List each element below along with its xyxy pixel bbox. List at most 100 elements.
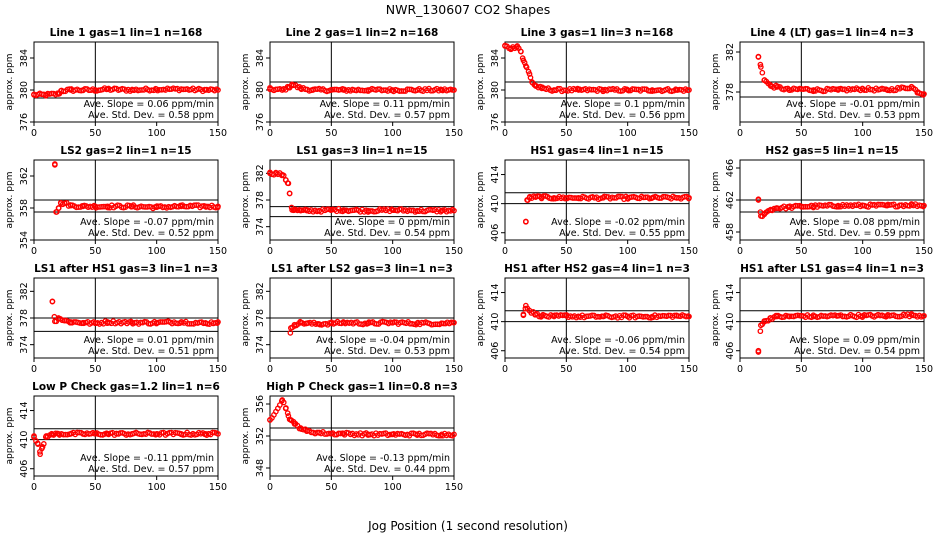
data-point bbox=[755, 196, 762, 203]
chart-panel-8: HS2 gas=5 lin=1 n=15 0 50 100 150 458 462 466 ap… bbox=[711, 145, 933, 257]
data-point bbox=[449, 87, 456, 93]
data-point bbox=[685, 195, 692, 202]
y-axis-label: approx. ppm bbox=[5, 408, 15, 465]
panels: Line 1 gas=1 lin=1 n=168 0 50 100 150 376 380 3… bbox=[5, 27, 933, 493]
x-tick-label: 100 bbox=[854, 364, 872, 375]
y-tick-label: 406 bbox=[490, 342, 501, 360]
slope-stat: Ave. Slope = 0.1 ppm/min bbox=[561, 99, 685, 110]
y-tick-label: 362 bbox=[19, 167, 30, 185]
y-tick-label: 382 bbox=[255, 164, 266, 182]
data-point bbox=[213, 86, 220, 93]
x-tick-label: 50 bbox=[560, 128, 572, 139]
x-tick-label: 50 bbox=[795, 128, 807, 139]
x-tick-label: 150 bbox=[680, 364, 698, 375]
data-point bbox=[193, 202, 200, 208]
y-tick-label: 356 bbox=[255, 395, 266, 413]
y-tick-label: 406 bbox=[725, 342, 736, 360]
data-point bbox=[523, 218, 529, 225]
x-tick-label: 0 bbox=[737, 246, 743, 257]
y-tick-label: 380 bbox=[19, 81, 30, 99]
x-tick-label: 150 bbox=[680, 246, 698, 257]
chart-panel-7: HS1 gas=4 lin=1 n=15 0 50 100 150 406 410 414 ap… bbox=[476, 145, 698, 257]
y-axis-label: approx. ppm bbox=[476, 54, 486, 111]
y-axis-label: approx. ppm bbox=[711, 54, 721, 111]
y-axis-label: approx. ppm bbox=[5, 54, 15, 111]
chart-panel-13: Low P Check gas=1.2 lin=1 n=6 0 50 100 150 40… bbox=[5, 381, 227, 493]
x-tick-label: 50 bbox=[560, 246, 572, 257]
data-point bbox=[448, 319, 455, 326]
chart-panel-6: LS1 gas=3 lin=1 n=15 0 50 100 150 374 378 382 ap… bbox=[241, 145, 463, 257]
x-tick-label: 0 bbox=[502, 246, 508, 257]
x-tick-label: 150 bbox=[209, 364, 227, 375]
chart-panel-10: LS1 after LS2 gas=3 lin=1 n=3 0 50 100 150 37… bbox=[241, 263, 463, 375]
y-tick-label: 376 bbox=[490, 113, 501, 131]
panel-title: HS2 gas=5 lin=1 n=15 bbox=[765, 145, 898, 157]
panel-title: LS1 after LS2 gas=3 lin=1 n=3 bbox=[271, 263, 453, 275]
y-tick-label: 384 bbox=[19, 49, 30, 67]
chart-panel-14: High P Check gas=1 lin=0.8 n=3 0 50 100 150 3… bbox=[241, 381, 463, 493]
chart-panel-5: LS2 gas=2 lin=1 n=15 0 50 100 150 354 358 362 ap… bbox=[5, 145, 227, 257]
x-tick-label: 50 bbox=[325, 364, 337, 375]
x-tick-label: 100 bbox=[384, 246, 402, 257]
y-tick-label: 378 bbox=[725, 83, 736, 101]
data-point bbox=[55, 205, 62, 211]
data-point bbox=[519, 55, 526, 61]
data-point bbox=[755, 53, 762, 60]
y-axis-label: approx. ppm bbox=[5, 290, 15, 347]
std-dev-stat: Ave. Std. Dev. = 0.56 ppm bbox=[559, 110, 685, 121]
x-tick-label: 0 bbox=[31, 246, 37, 257]
slope-stat: Ave. Slope = -0.01 ppm/min bbox=[786, 99, 920, 110]
data-point bbox=[920, 203, 927, 210]
chart-panel-12: HS1 after LS1 gas=4 lin=1 n=3 0 50 100 150 40… bbox=[711, 263, 933, 375]
x-tick-label: 150 bbox=[915, 246, 933, 257]
y-tick-label: 414 bbox=[725, 283, 736, 301]
data-point bbox=[617, 193, 623, 200]
std-dev-stat: Ave. Std. Dev. = 0.55 ppm bbox=[559, 228, 685, 239]
y-tick-label: 410 bbox=[490, 195, 501, 213]
panel-title: LS2 gas=2 lin=1 n=15 bbox=[60, 145, 191, 157]
slope-stat: Ave. Slope = -0.02 ppm/min bbox=[551, 217, 685, 228]
data-point bbox=[449, 432, 456, 439]
data-point bbox=[685, 313, 692, 319]
data-point bbox=[214, 320, 221, 327]
std-dev-stat: Ave. Std. Dev. = 0.53 ppm bbox=[794, 110, 920, 121]
x-tick-label: 150 bbox=[209, 246, 227, 257]
x-tick-label: 100 bbox=[854, 246, 872, 257]
x-tick-label: 150 bbox=[445, 482, 463, 493]
data-point bbox=[521, 59, 528, 66]
data-point bbox=[759, 69, 766, 76]
y-tick-label: 374 bbox=[255, 336, 266, 354]
data-point bbox=[757, 328, 764, 335]
panel-title: Line 2 gas=1 lin=2 n=168 bbox=[286, 27, 439, 39]
x-tick-label: 0 bbox=[267, 246, 273, 257]
y-axis-label: approx. ppm bbox=[241, 408, 251, 465]
x-tick-label: 0 bbox=[31, 482, 37, 493]
x-tick-label: 100 bbox=[148, 246, 166, 257]
chart-panel-9: LS1 after HS1 gas=3 lin=1 n=3 0 50 100 150 37… bbox=[5, 263, 227, 375]
x-tick-label: 150 bbox=[915, 364, 933, 375]
y-tick-label: 410 bbox=[490, 313, 501, 331]
slope-stat: Ave. Slope = 0.11 ppm/min bbox=[320, 99, 450, 110]
chart-panel-1: Line 1 gas=1 lin=1 n=168 0 50 100 150 376 380 3… bbox=[5, 27, 227, 139]
x-tick-label: 50 bbox=[795, 246, 807, 257]
data-point bbox=[527, 74, 534, 81]
data-point bbox=[213, 430, 220, 436]
y-tick-label: 376 bbox=[255, 113, 266, 131]
x-tick-label: 100 bbox=[619, 128, 637, 139]
x-tick-label: 50 bbox=[89, 482, 101, 493]
x-tick-label: 50 bbox=[795, 364, 807, 375]
slope-stat: Ave. Slope = -0.11 ppm/min bbox=[80, 453, 214, 464]
data-point bbox=[525, 68, 532, 75]
x-tick-label: 150 bbox=[915, 128, 933, 139]
data-point bbox=[755, 349, 762, 355]
data-point bbox=[861, 87, 868, 93]
std-dev-stat: Ave. Std. Dev. = 0.53 ppm bbox=[324, 346, 450, 357]
x-tick-label: 100 bbox=[384, 364, 402, 375]
x-tick-label: 100 bbox=[148, 128, 166, 139]
figure-title: NWR_130607 CO2 Shapes bbox=[386, 2, 550, 17]
x-tick-label: 0 bbox=[502, 128, 508, 139]
data-point bbox=[37, 451, 43, 458]
y-tick-label: 414 bbox=[19, 401, 30, 419]
chart-panel-2: Line 2 gas=1 lin=2 n=168 0 50 100 150 376 380 3… bbox=[241, 27, 463, 139]
